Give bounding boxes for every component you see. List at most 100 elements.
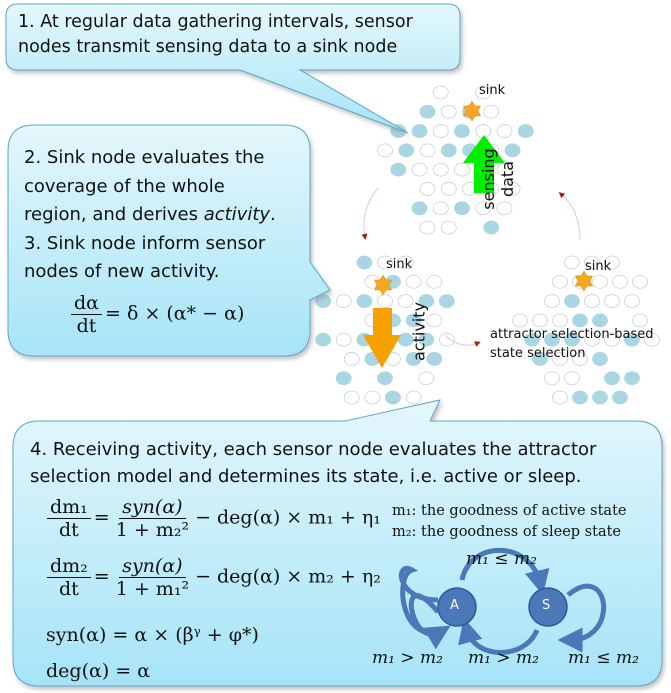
eq-den: 1 + m₁²	[115, 578, 190, 600]
callout-step1	[5, 3, 461, 134]
sensor-node-sleep	[532, 313, 548, 328]
sensor-node-sleep	[604, 255, 620, 270]
sensor-node-sleep	[624, 294, 640, 308]
sensor-node-active	[592, 313, 608, 328]
sensor-node-active	[624, 371, 640, 386]
sensor-node-sleep	[419, 220, 436, 235]
state-diagram	[398, 547, 606, 655]
legend-m2: m₂: the goodness of sleep state	[392, 524, 622, 540]
sensor-node-sleep	[592, 274, 608, 289]
cycle-arrow	[558, 192, 581, 241]
sensor-node-sleep	[335, 294, 352, 308]
cycle-arrow	[361, 187, 379, 240]
sensor-node-sleep	[552, 313, 568, 328]
activity-equation: dα dt = δ × (α* − α)	[68, 292, 244, 337]
sensor-node-active	[564, 294, 580, 308]
sensor-node-sleep	[377, 143, 393, 158]
sensing-data-arrow	[463, 135, 505, 193]
sensor-node-sleep	[496, 124, 513, 138]
sensor-node-active	[592, 390, 608, 405]
sensor-node-active	[418, 332, 435, 347]
sensor-node-sleep	[364, 390, 381, 405]
eq-num: dm₂	[47, 555, 91, 578]
eq-num: dα	[71, 292, 102, 315]
eq-tail: − deg(α) × m₁ + η₁	[195, 506, 381, 529]
sensor-node-sleep	[438, 332, 455, 347]
step3-line: 3. Sink node inform sensor	[24, 232, 266, 254]
sensor-node-sleep	[552, 390, 568, 405]
sensor-node-active	[405, 352, 422, 366]
sensor-node-sleep	[504, 182, 521, 196]
step2-text: 2. Sink node evaluates the coverage of t…	[24, 144, 309, 287]
sensor-node-active	[504, 143, 521, 158]
equation-deg: deg(α) = α	[46, 660, 151, 682]
sensor-node-sleep	[544, 294, 560, 308]
sensor-node-sleep	[405, 274, 422, 289]
sensor-node-sleep	[432, 201, 449, 216]
sensor-node-active	[564, 332, 580, 347]
sensor-node-sleep	[544, 371, 560, 386]
sensor-node-sleep	[512, 313, 528, 328]
sensor-node-sleep	[604, 294, 620, 308]
sensor-node-active	[592, 352, 608, 366]
step4-text: 4. Receiving activity, each sensor node …	[30, 439, 597, 487]
sensor-node-active	[390, 162, 407, 177]
sensing-data-label: sensing data	[479, 148, 517, 210]
condition-bottom: m₁ ≤ m₂	[568, 648, 639, 668]
sensor-node-sleep	[496, 201, 513, 216]
sensor-node-sleep	[418, 371, 435, 386]
sensor-node-sleep	[644, 332, 660, 347]
sensor-node-active	[315, 294, 332, 308]
sensor-node-active	[411, 124, 428, 138]
sensor-node-sleep	[432, 162, 449, 177]
sensor-node-active	[483, 220, 500, 235]
eq-den: 1 + m₂²	[115, 519, 190, 541]
sensor-node-sleep	[343, 352, 360, 366]
condition-bottom: m₁ > m₂	[372, 648, 443, 668]
sensor-node-sleep	[432, 85, 449, 100]
cycle-arrow	[444, 334, 481, 347]
step3-line: nodes of new activity.	[24, 261, 220, 282]
sensor-node-sleep	[343, 390, 360, 405]
sensor-node-sleep	[440, 220, 457, 235]
sensor-node-active	[572, 390, 588, 405]
sensor-node-active	[356, 294, 373, 308]
eq-num: dm₁	[47, 496, 91, 519]
sensor-node-active	[315, 332, 332, 347]
sensor-node-sleep	[432, 124, 449, 138]
sensor-node-sleep	[584, 255, 600, 270]
sensor-node-active	[572, 313, 588, 328]
sink-label: sink	[386, 257, 413, 272]
sensor-node-sleep	[632, 274, 648, 289]
sensor-node-active	[385, 390, 401, 405]
condition-top: m₁ ≤ m₂	[466, 549, 537, 569]
sensor-node-active	[454, 124, 470, 138]
eq-den: dt	[58, 519, 79, 541]
sensor-node-sleep	[419, 182, 436, 196]
sensor-node-sleep	[440, 104, 457, 119]
sensor-node-active	[405, 313, 422, 328]
sensor-node-active	[398, 143, 415, 158]
sensor-node-active	[604, 371, 620, 386]
sensor-node-sleep	[604, 332, 620, 347]
eq-num: syn(α)	[119, 496, 186, 519]
eq-tail: − deg(α) × m₂ + η₂	[195, 565, 381, 588]
equation-dm2: dm₂ dt = syn(α) 1 + m₁² − deg(α) × m₂ + η₂	[44, 555, 381, 600]
sink-label: sink	[585, 259, 612, 274]
sensor-node-active	[624, 332, 640, 347]
sensor-node-sleep	[335, 332, 352, 347]
activity-arrow	[363, 308, 401, 368]
sink-star-icon	[373, 274, 393, 296]
sensor-node-sleep	[572, 352, 588, 366]
sensor-node-active	[517, 124, 534, 138]
state-label-sleep: S	[542, 598, 551, 613]
eq-rhs: = δ × (α* − α)	[105, 302, 245, 325]
sensor-node-active	[454, 201, 470, 216]
sensor-node-sleep	[552, 352, 568, 366]
sensor-node-active	[438, 294, 455, 308]
sensor-node-sleep	[632, 313, 648, 328]
sink-star-icon	[574, 270, 594, 292]
sensor-node-active	[544, 332, 560, 347]
condition-bottom: m₁ > m₂	[468, 648, 539, 668]
sensor-node-active	[377, 371, 393, 386]
